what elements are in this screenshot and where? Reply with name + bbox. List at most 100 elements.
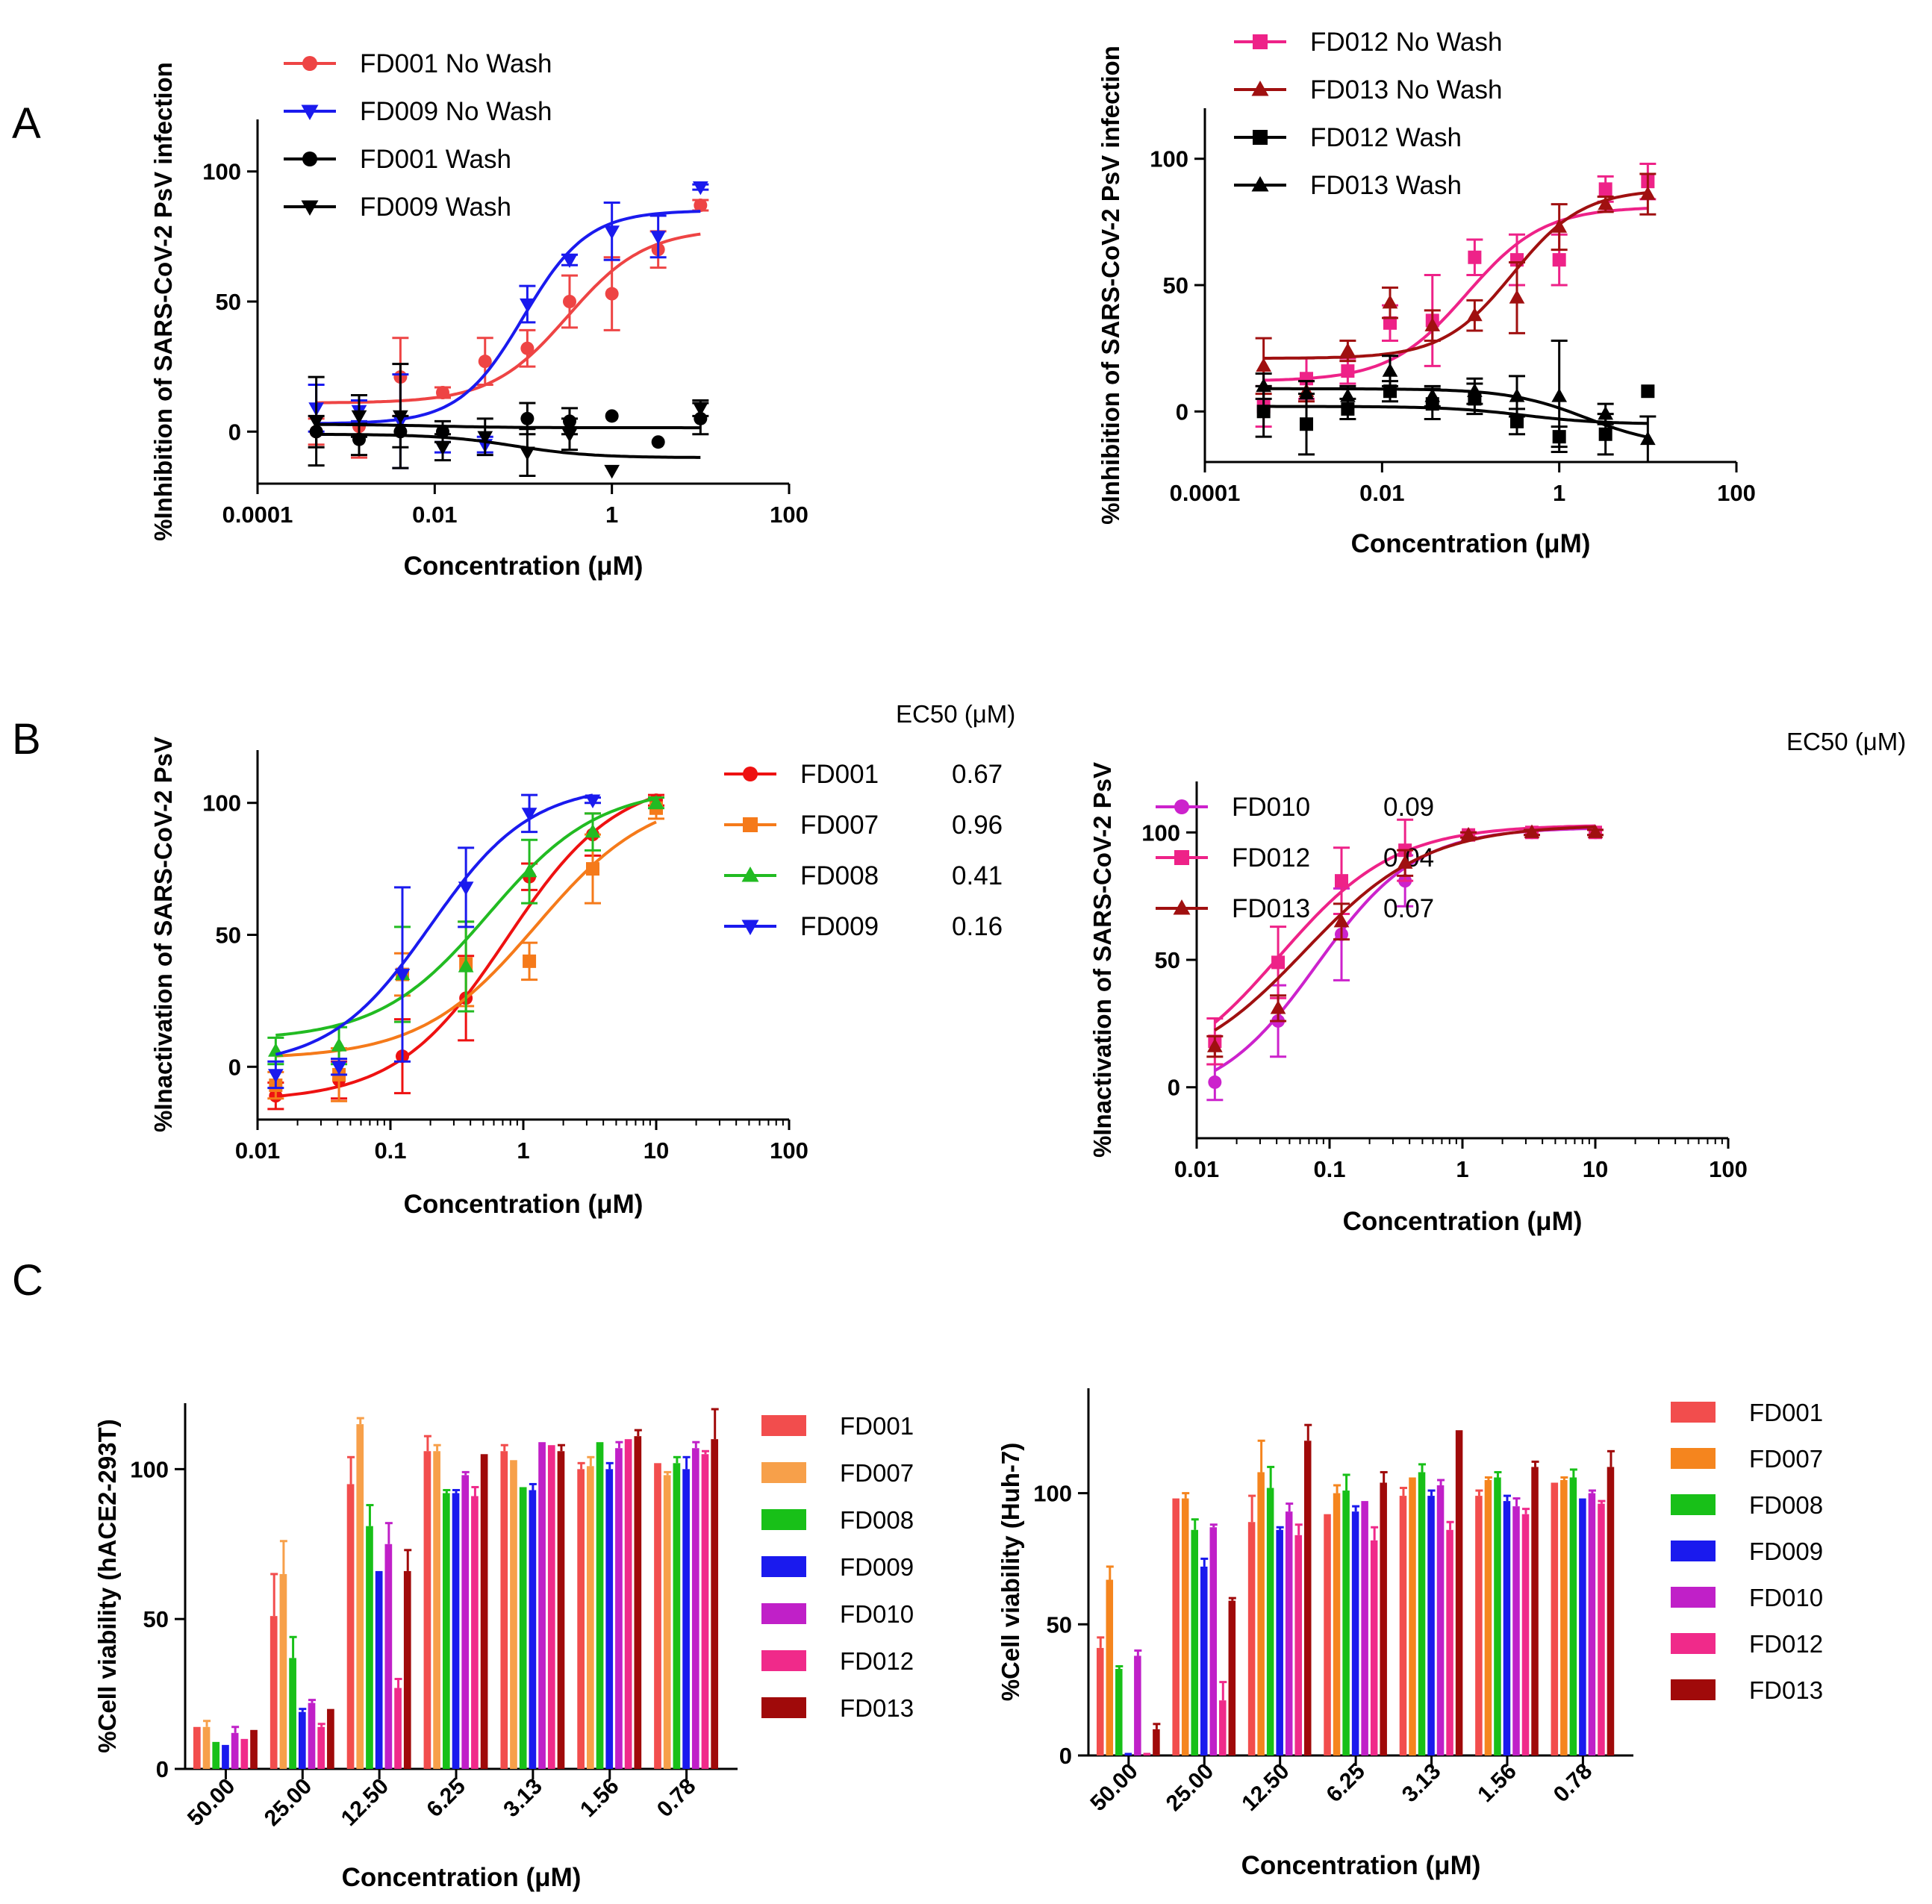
- data-point: [651, 435, 665, 449]
- legend-label: FD001: [840, 1412, 914, 1440]
- legend-swatch: [761, 1650, 806, 1671]
- y-axis-label: %Cell viability (Huh-7): [997, 1443, 1024, 1702]
- legend-label: FD013 No Wash: [1310, 75, 1502, 104]
- data-point: [1551, 219, 1568, 233]
- bar-fd009: [529, 1490, 537, 1769]
- legend-label: FD009 No Wash: [360, 97, 552, 126]
- bar-fd001: [1324, 1514, 1331, 1755]
- bar-fd010: [538, 1442, 546, 1769]
- bar-fd010: [1134, 1655, 1141, 1755]
- legend-entry-fd009-no-wash: FD009 No Wash: [284, 97, 552, 126]
- data-point: [1382, 294, 1398, 309]
- legend-entry-fd001: FD001 0.67: [724, 760, 1003, 789]
- bar-fd013: [1228, 1600, 1236, 1755]
- data-point: [1639, 186, 1656, 200]
- legend-marker: [1253, 34, 1268, 49]
- bar-fd010: [1436, 1485, 1445, 1755]
- data-point: [1598, 427, 1612, 441]
- panel-label-c: C: [12, 1256, 43, 1305]
- legend-marker: [743, 767, 758, 781]
- bar-fd008: [442, 1493, 450, 1769]
- x-tick-label: 1: [605, 502, 618, 528]
- bar-fd010: [1209, 1527, 1218, 1755]
- bar-fd001: [500, 1451, 508, 1769]
- x-tick-label: 12.50: [337, 1774, 393, 1831]
- x-tick-label: 0.01: [412, 502, 457, 528]
- x-tick-label: 6.25: [422, 1774, 470, 1823]
- data-point: [521, 863, 537, 878]
- legend-marker: [1174, 850, 1189, 865]
- data-point: [648, 794, 664, 809]
- legend-marker: [741, 920, 759, 935]
- x-tick-label: 1: [517, 1137, 529, 1164]
- bar-fd013: [634, 1436, 642, 1769]
- legend-entry-fd013: FD013: [761, 1694, 914, 1722]
- legend-entry-fd010: FD010 0.09: [1156, 793, 1434, 822]
- data-point: [1598, 182, 1612, 196]
- fit-curve: [316, 232, 701, 405]
- x-tick-label: 25.00: [1162, 1759, 1218, 1816]
- fit-curve: [275, 793, 593, 1056]
- data-point: [477, 431, 493, 446]
- legend-ec50-value: 0.41: [952, 861, 1003, 890]
- legend-label: FD007: [840, 1459, 914, 1487]
- legend-entry-fd008: FD008: [761, 1506, 914, 1534]
- legend-label: FD001: [1749, 1399, 1823, 1426]
- series-fd013: [1206, 824, 1604, 1058]
- panel-label-b: B: [12, 715, 41, 764]
- bar-fd007: [1484, 1480, 1492, 1755]
- legend-entry-fd009: FD009: [761, 1553, 914, 1581]
- legend-swatch: [761, 1462, 806, 1483]
- legend-title: EC50 (μM): [1786, 728, 1906, 755]
- legend-label: FD010: [1232, 793, 1310, 822]
- bar-fd008: [1191, 1529, 1198, 1755]
- bar-fd010: [1285, 1511, 1293, 1755]
- legend-marker: [1173, 899, 1191, 915]
- legend-swatch: [1671, 1541, 1716, 1561]
- y-tick-label: 100: [1033, 1481, 1072, 1507]
- bar-fd013: [480, 1454, 488, 1769]
- bar-fd001: [269, 1616, 278, 1769]
- bar-fd012: [317, 1726, 325, 1769]
- bar-fd007: [586, 1466, 594, 1769]
- data-point: [562, 295, 576, 308]
- legend-entry-fd001: FD001: [761, 1412, 914, 1440]
- bar-fd008: [1266, 1488, 1274, 1755]
- x-tick-label: 0.0001: [222, 502, 293, 528]
- legend-entry-fd012-no-wash: FD012 No Wash: [1234, 28, 1502, 57]
- data-point: [561, 428, 578, 443]
- legend-entry-fd009: FD009: [1671, 1538, 1823, 1565]
- data-point: [692, 402, 708, 416]
- legend-label: FD010: [1749, 1584, 1823, 1611]
- y-axis-label: %Inactivation of SARS-CoV-2 PsV: [149, 737, 177, 1132]
- data-point: [1509, 414, 1524, 428]
- legend-swatch: [1671, 1679, 1716, 1700]
- data-point: [585, 823, 601, 838]
- legend-entry-fd012: FD012: [761, 1647, 914, 1675]
- legend-label: FD008: [840, 1506, 914, 1534]
- series-fd012-no-wash: [1255, 162, 1657, 428]
- data-point: [458, 881, 474, 896]
- data-point: [458, 958, 474, 973]
- x-tick-label: 1: [1553, 480, 1565, 506]
- bar-fd001: [1551, 1482, 1559, 1755]
- bar-fd013: [1455, 1430, 1463, 1755]
- legend-swatch: [761, 1697, 806, 1718]
- bar-fd010: [1588, 1493, 1596, 1755]
- data-point: [1467, 307, 1483, 322]
- x-tick-label: 0.1: [1313, 1156, 1345, 1182]
- bar-fd001: [1172, 1498, 1180, 1755]
- bar-fd001: [423, 1451, 431, 1769]
- series-fd009: [267, 793, 601, 1090]
- series-fd013-wash: [1255, 339, 1657, 463]
- x-tick-label: 3.13: [1397, 1759, 1446, 1808]
- x-tick-label: 100: [770, 502, 808, 528]
- series-fd013-no-wash: [1255, 172, 1657, 403]
- data-point: [1298, 385, 1315, 400]
- fit-curve: [1263, 207, 1648, 382]
- x-tick-label: 100: [770, 1137, 808, 1164]
- y-tick-label: 50: [1047, 1611, 1072, 1638]
- legend-label: FD001: [800, 760, 879, 789]
- data-point: [1467, 383, 1483, 397]
